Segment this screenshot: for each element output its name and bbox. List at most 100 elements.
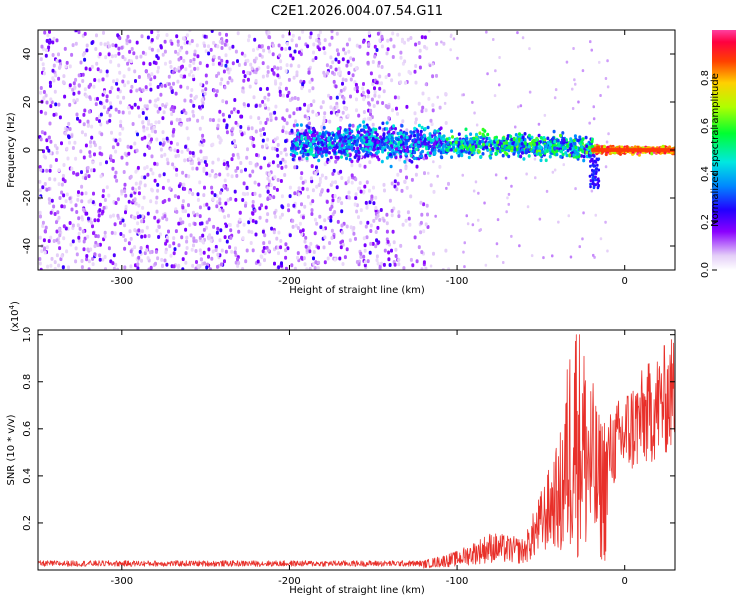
heatmap-cell bbox=[277, 265, 281, 270]
heatmap-cell bbox=[194, 266, 198, 270]
heatmap-cell bbox=[239, 161, 243, 165]
heatmap-cell bbox=[58, 115, 62, 120]
heatmap-cell bbox=[163, 39, 167, 44]
heatmap-cell bbox=[305, 156, 309, 161]
heatmap-cell bbox=[510, 184, 513, 188]
heatmap-cell bbox=[406, 37, 410, 42]
heatmap-cell bbox=[362, 190, 365, 195]
heatmap-cell bbox=[198, 248, 202, 253]
heatmap-cell bbox=[305, 133, 309, 137]
heatmap-cell bbox=[456, 56, 459, 60]
heatmap-cell bbox=[502, 261, 505, 264]
heatmap-cell bbox=[75, 210, 79, 214]
heatmap-cell bbox=[223, 235, 227, 240]
snr-x-ticks: -300 -200 -100 0 bbox=[110, 330, 628, 587]
heatmap-cell bbox=[284, 86, 288, 91]
heatmap-cell bbox=[356, 133, 360, 138]
heatmap-cell bbox=[281, 116, 285, 121]
heatmap-cell bbox=[91, 256, 95, 261]
heatmap-cell bbox=[107, 52, 111, 57]
heatmap-cell bbox=[77, 238, 81, 243]
heatmap-cell bbox=[527, 154, 531, 158]
heatmap-cell bbox=[39, 267, 43, 270]
heatmap-cell bbox=[159, 92, 163, 97]
heatmap-cell bbox=[142, 61, 146, 66]
heatmap-cell bbox=[83, 108, 87, 113]
heatmap-cell bbox=[137, 228, 141, 233]
heatmap-cell bbox=[341, 239, 344, 244]
heatmap-cell bbox=[369, 151, 373, 156]
heatmap-cell bbox=[337, 109, 341, 114]
heatmap-cell bbox=[102, 105, 106, 110]
heatmap-cell bbox=[216, 252, 220, 257]
heatmap-cell bbox=[261, 99, 265, 104]
heatmap-cell bbox=[72, 170, 76, 175]
heatmap-cell bbox=[101, 209, 105, 214]
heatmap-cell bbox=[428, 64, 432, 68]
heatmap-cell bbox=[393, 95, 397, 100]
heatmap-cell bbox=[291, 218, 295, 223]
heatmap-cell bbox=[277, 43, 281, 48]
heatmap-cell bbox=[507, 192, 511, 196]
heatmap-cell bbox=[229, 196, 233, 201]
heatmap-cell bbox=[221, 112, 225, 117]
heatmap-cell bbox=[93, 244, 97, 249]
heatmap-cell bbox=[85, 48, 89, 53]
heatmap-cell bbox=[429, 183, 433, 188]
heatmap-cell bbox=[342, 87, 346, 92]
heatmap-cell bbox=[203, 203, 206, 208]
snr-y-tick-label: 1.0 bbox=[22, 327, 33, 343]
heatmap-cell bbox=[412, 156, 416, 161]
heatmap-cell bbox=[397, 140, 401, 145]
heatmap-cell bbox=[423, 35, 427, 40]
heatmap-cell bbox=[207, 217, 211, 222]
heatmap-cell bbox=[323, 73, 327, 78]
heatmap-cell bbox=[45, 138, 49, 143]
heatmap-cell bbox=[218, 238, 222, 243]
snr-y-scale-label: (x104) bbox=[8, 301, 21, 332]
heatmap-cell bbox=[305, 139, 309, 143]
heatmap-cell bbox=[353, 139, 357, 144]
heatmap-cell bbox=[303, 239, 307, 244]
heatmap-cell bbox=[216, 200, 220, 205]
heatmap-cell bbox=[426, 151, 430, 155]
heatmap-cell bbox=[38, 188, 42, 193]
heatmap-cell bbox=[284, 130, 288, 135]
heatmap-cell bbox=[394, 247, 398, 252]
heatmap-cell bbox=[327, 93, 331, 98]
heatmap-cell bbox=[321, 132, 325, 137]
heatmap-cell bbox=[389, 152, 392, 157]
heatmap-cell bbox=[91, 262, 95, 267]
heatmap-cell bbox=[369, 241, 373, 246]
heatmap-cell bbox=[97, 78, 101, 83]
heatmap-cell bbox=[573, 149, 577, 153]
heatmap-cell bbox=[150, 137, 153, 142]
heatmap-cell bbox=[203, 185, 206, 190]
heatmap-cell bbox=[318, 137, 322, 142]
heatmap-cell bbox=[566, 148, 570, 153]
heatmap-cell bbox=[259, 133, 263, 138]
heatmap-cell bbox=[307, 104, 311, 109]
heatmap-cell bbox=[213, 193, 217, 198]
heatmap-cell bbox=[318, 214, 322, 219]
heatmap-cell bbox=[149, 167, 153, 172]
heatmap-cell bbox=[442, 137, 446, 142]
heatmap-cell bbox=[62, 204, 66, 209]
heatmap-cell bbox=[179, 84, 183, 89]
heatmap-cell bbox=[506, 136, 510, 141]
heatmap-cell bbox=[397, 210, 401, 215]
heatmap-cell bbox=[68, 140, 71, 145]
heatmap-cell bbox=[99, 161, 102, 166]
heatmap-cell bbox=[204, 87, 208, 92]
heatmap-cell bbox=[390, 78, 394, 83]
heatmap-cell bbox=[391, 108, 394, 113]
heatmap-cell bbox=[138, 87, 142, 92]
heatmap-cell bbox=[485, 145, 489, 150]
heatmap-cell bbox=[374, 127, 378, 132]
heatmap-cell bbox=[299, 123, 303, 127]
heatmap-cell bbox=[38, 210, 42, 215]
heatmap-cell bbox=[306, 44, 310, 49]
heatmap-cell bbox=[205, 163, 209, 167]
heatmap-cell bbox=[259, 128, 262, 133]
heatmap-cell bbox=[145, 104, 149, 109]
